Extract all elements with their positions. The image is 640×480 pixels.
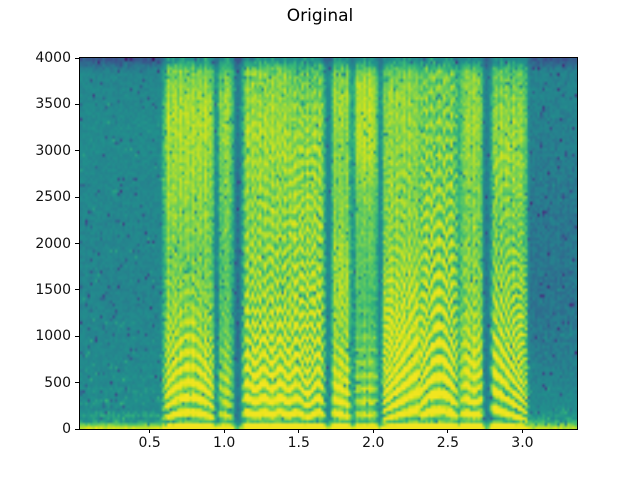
x-tick-label: 2.0 <box>362 435 385 451</box>
y-tick <box>75 289 79 291</box>
y-tick <box>75 335 79 337</box>
y-tick <box>75 428 79 430</box>
y-tick-label: 1000 <box>35 328 71 345</box>
y-tick <box>75 57 79 59</box>
x-tick-label: 1.5 <box>287 435 310 451</box>
y-tick-label: 0 <box>62 421 71 437</box>
y-tick-label: 3000 <box>35 142 71 159</box>
y-tick <box>75 103 79 105</box>
x-tick <box>149 429 151 433</box>
y-tick-label: 4000 <box>35 50 71 66</box>
y-tick-label: 1500 <box>35 281 71 298</box>
x-tick <box>521 429 523 433</box>
y-tick <box>75 150 79 152</box>
y-tick-label: 3500 <box>35 96 71 113</box>
y-tick-label: 2000 <box>35 235 71 252</box>
y-tick <box>75 382 79 384</box>
x-tick-label: 1.0 <box>213 435 236 451</box>
x-tick-label: 2.5 <box>436 435 459 451</box>
plot-area <box>79 57 578 430</box>
x-tick <box>372 429 374 433</box>
y-tick-label: 500 <box>44 374 71 391</box>
y-tick-label: 2500 <box>35 189 71 206</box>
y-tick <box>75 243 79 244</box>
spectrogram-image <box>80 58 577 429</box>
x-tick <box>223 429 225 433</box>
x-tick <box>298 429 300 433</box>
x-tick-label: 0.5 <box>138 435 161 451</box>
x-tick-label: 3.0 <box>511 435 534 451</box>
figure-title: Original <box>286 6 354 26</box>
x-tick <box>447 429 449 433</box>
y-tick <box>75 196 79 198</box>
